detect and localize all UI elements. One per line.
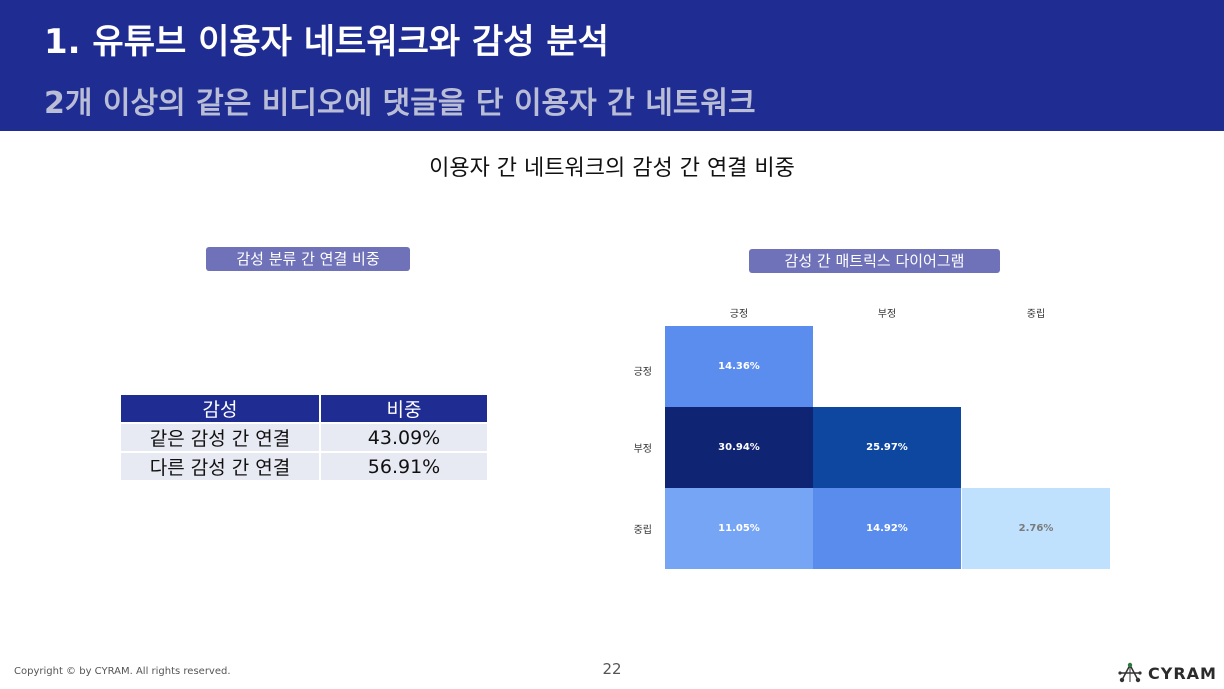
page-title: 1. 유튜브 이용자 네트워크와 감성 분석 [44,22,609,62]
page-number: 22 [602,660,622,678]
y-tick-label: 긍정 [633,367,652,378]
table-row: 다른 감성 간 연결 56.91% [121,451,487,480]
heatmap-cell: 14.92% [813,488,961,569]
network-icon [1118,662,1142,683]
heatmap-cell: 30.94% [665,407,813,488]
page-subtitle: 2개 이상의 같은 비디오에 댓글을 단 이용자 간 네트워크 [44,86,756,121]
table-cell: 43.09% [319,422,487,452]
table-row: 같은 감성 간 연결 43.09% [121,422,487,452]
x-tick-label: 중립 [1026,309,1046,320]
copyright-text: Copyright © by CYRAM. All rights reserve… [14,666,231,677]
section-title: 이용자 간 네트워크의 감성 간 연결 비중 [429,156,795,181]
logo-text: CYRAM [1148,663,1217,683]
table-cell: 같은 감성 간 연결 [121,422,320,452]
table-cell: 다른 감성 간 연결 [121,451,320,480]
x-tick-label: 긍정 [729,309,749,320]
table-header-sentiment: 감성 [121,395,320,423]
x-tick-label: 부정 [877,309,897,320]
cyram-logo: CYRAM [1118,662,1217,684]
right-panel-label: 감성 간 매트릭스 다이어그램 [749,249,1000,273]
table-cell: 56.91% [319,451,487,480]
sentiment-share-table: 감성 비중 같은 감성 간 연결 43.09% 다른 감성 간 연결 56.91… [121,395,487,480]
left-panel-label: 감성 분류 간 연결 비중 [206,247,410,271]
heatmap-cell: 14.36% [665,326,813,407]
table-header-row: 감성 비중 [121,395,487,423]
heatmap-cell: 2.76% [962,488,1110,569]
y-tick-label: 부정 [633,444,652,455]
y-tick-label: 중립 [633,525,652,536]
heatmap-cell: 25.97% [813,407,961,488]
table-header-share: 비중 [319,395,487,423]
heatmap-cell: 11.05% [665,488,813,569]
header-banner: 1. 유튜브 이용자 네트워크와 감성 분석 2개 이상의 같은 비디오에 댓글… [0,0,1224,131]
